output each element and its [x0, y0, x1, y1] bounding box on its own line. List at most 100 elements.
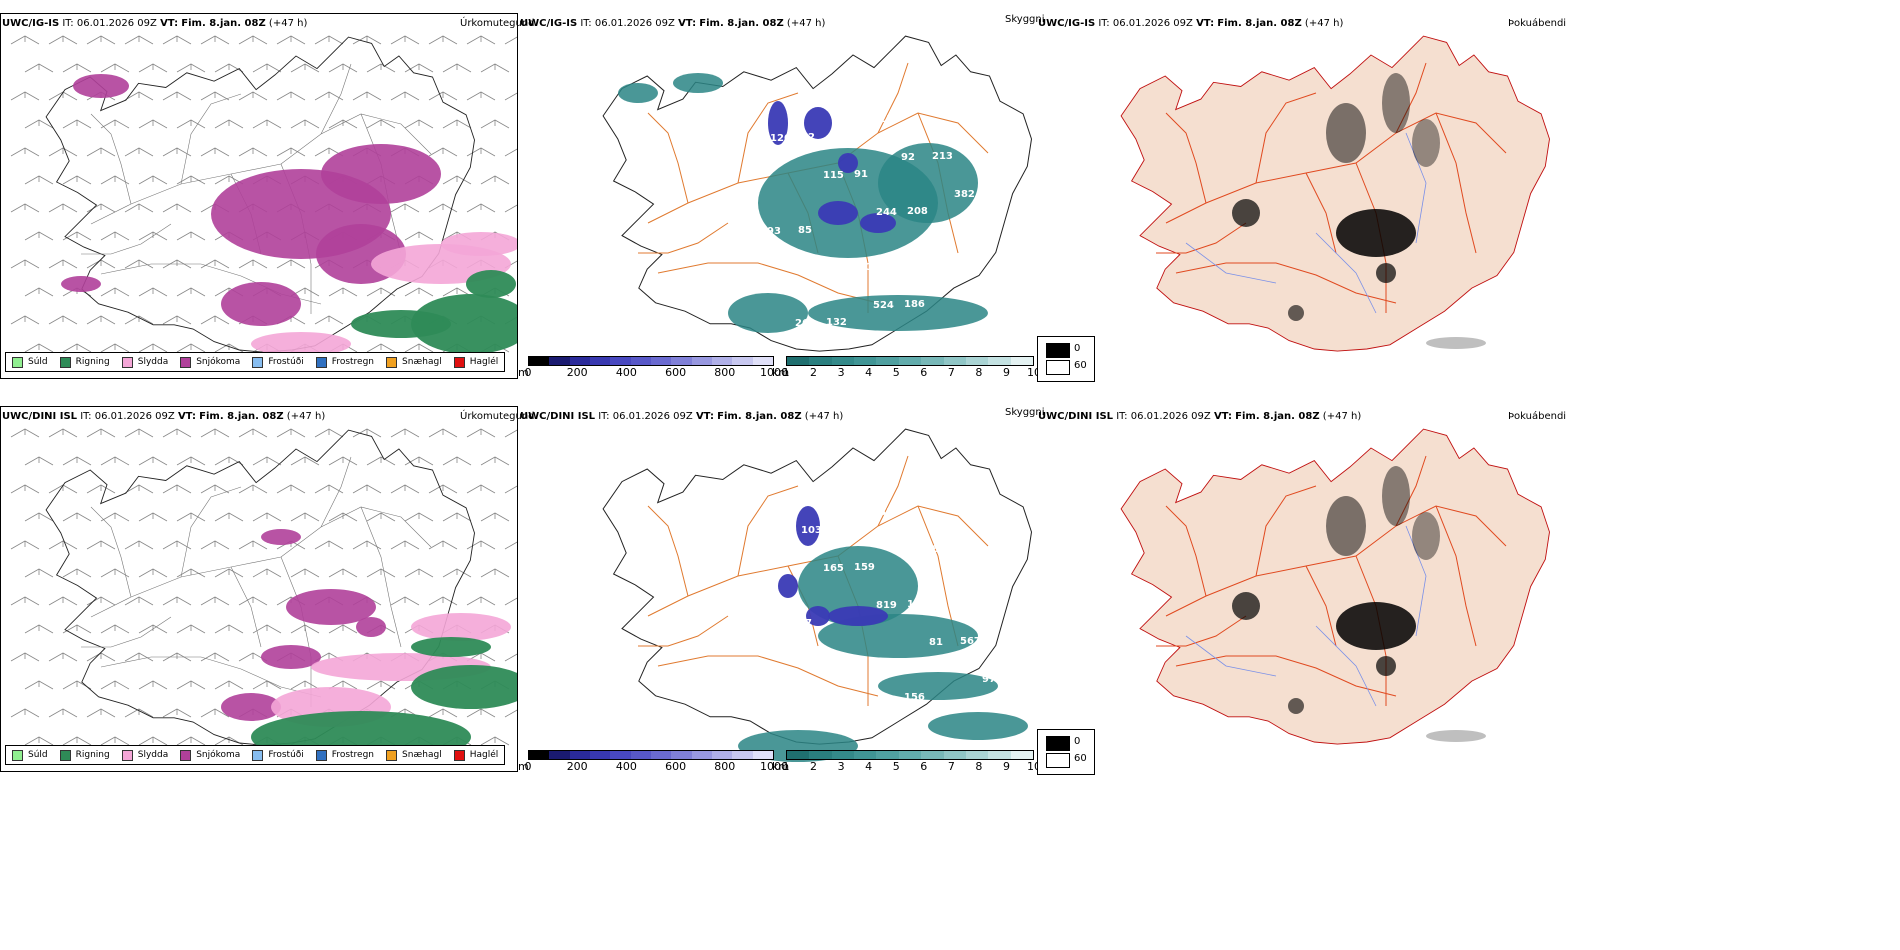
wind-barb [504, 92, 517, 101]
colorbar-segment [943, 357, 966, 365]
wind-barb [162, 259, 192, 269]
very-low-visibility-area [860, 213, 896, 233]
colorbar-tick-label: 200 [566, 760, 588, 773]
wind-barb [162, 428, 192, 438]
wind-barb [404, 119, 434, 129]
wind-barb [10, 652, 40, 662]
road-line [638, 222, 729, 254]
wind-barb [48, 315, 78, 325]
colorbar-m [528, 356, 774, 366]
panel-header: UWC/DINI ISL IT: 06.01.2026 09Z VT: Fim.… [520, 411, 843, 422]
wind-barb [366, 456, 396, 466]
colorbar-tick-label: 600 [665, 366, 687, 379]
road-line [657, 262, 879, 304]
wind-barb [442, 63, 472, 73]
wind-barb [428, 708, 458, 718]
wind-barb [62, 175, 92, 185]
wind-barb [480, 568, 510, 578]
visibility-value-label: 186 [904, 299, 925, 310]
wind-barb [86, 652, 116, 662]
product-title: Skyggni [1005, 407, 1045, 418]
colorbar-segment [549, 751, 570, 759]
legend-swatch [315, 749, 327, 761]
colorbar-tick-label: 7 [947, 366, 955, 379]
precip-type-legend: Súld Rigning Slydda Snjókoma Frostúði Frostre… [5, 745, 506, 765]
colorbar-segment [809, 751, 832, 759]
road-line [360, 506, 402, 648]
wind-barb [214, 736, 244, 746]
snow-area [321, 144, 441, 204]
colorbar-km-ticks: 1 2 3 4 5 6 7 8 9 10 [783, 760, 1042, 774]
colorbar-segment [732, 751, 753, 759]
wind-barb [24, 456, 54, 466]
wind-barb [176, 63, 206, 73]
legend-item: Súld [12, 356, 48, 368]
colorbar-tick-label: 1000 [760, 760, 788, 773]
low-visibility-area [878, 672, 998, 700]
fog-key-swatch [1046, 343, 1070, 358]
wind-barb [290, 119, 320, 129]
valid-time: Fim. 8.jan. 08Z [699, 18, 784, 29]
snow-area [221, 282, 301, 326]
legend-item: Haglél [453, 749, 498, 761]
very-low-visibility-area [806, 606, 830, 626]
road-line [1255, 92, 1317, 184]
valid-time: Fim. 8.jan. 08Z [199, 411, 284, 422]
legend-label: Snjókoma [196, 750, 241, 760]
legend-swatch [59, 749, 71, 761]
wind-barb [100, 119, 130, 129]
wind-barb [314, 540, 344, 550]
fog-area [1376, 263, 1396, 283]
wind-barb [480, 175, 510, 185]
wind-barb [466, 428, 496, 438]
wind-barb [252, 624, 282, 634]
colorbar-segment [854, 751, 877, 759]
wind-barb [366, 343, 396, 353]
wind-barb [138, 512, 168, 522]
road-line [90, 506, 432, 618]
legend-label: Snæhagl [402, 750, 442, 760]
legend-label: Frostúði [268, 357, 304, 367]
fog-key: 0 60 [1037, 729, 1095, 775]
road-line [280, 556, 312, 707]
wind-barb [466, 484, 496, 494]
wind-barb [176, 231, 206, 241]
very-low-visibility-area [818, 201, 858, 225]
legend-item: Rigning [59, 749, 110, 761]
wind-barb [290, 680, 320, 690]
road-line [1175, 262, 1397, 304]
fog-index-panel-bottom [1036, 406, 1556, 772]
legend-item: Súld [12, 749, 48, 761]
visibility-value-label: 81 [929, 637, 943, 648]
wind-barb [200, 147, 230, 157]
colorbar-tick-label: 400 [615, 760, 637, 773]
very-low-visibility-area [804, 107, 832, 139]
wind-barb [86, 35, 116, 45]
visibility-value-label: 103 [801, 525, 822, 536]
wind-barb [328, 512, 358, 522]
legend-swatch [180, 749, 192, 761]
wind-barb [124, 652, 154, 662]
model-name: UWC/DINI ISL [2, 411, 78, 422]
valid-time-label: VT: [160, 18, 179, 29]
panel-header: UWC/IG-IS IT: 06.01.2026 09Z VT: Fim. 8.… [1038, 18, 1343, 29]
wind-barb [24, 624, 54, 634]
visibility-value-label: 208 [907, 206, 928, 217]
wind-barb [366, 568, 396, 578]
wind-barb [290, 512, 320, 522]
wind-barb [390, 596, 420, 606]
panel-header: UWC/IG-IS IT: 06.01.2026 09Z VT: Fim. 8.… [520, 18, 825, 29]
colorbar-segment [831, 357, 855, 365]
wind-barb [62, 624, 92, 634]
colorbar-segment [752, 751, 773, 759]
wind-barb [276, 35, 306, 45]
panel-header: UWC/DINI ISL IT: 06.01.2026 09Z VT: Fim.… [2, 411, 325, 422]
visibility-value-label: 97 [798, 618, 812, 629]
visibility-value-label: 170 [851, 262, 872, 273]
very-low-visibility-area [828, 606, 888, 626]
visibility-value-label: 567 [960, 636, 981, 647]
wind-barb [200, 315, 230, 325]
road-line [1395, 62, 1427, 134]
wind-barb [62, 512, 92, 522]
colorbar-km [786, 750, 1034, 760]
